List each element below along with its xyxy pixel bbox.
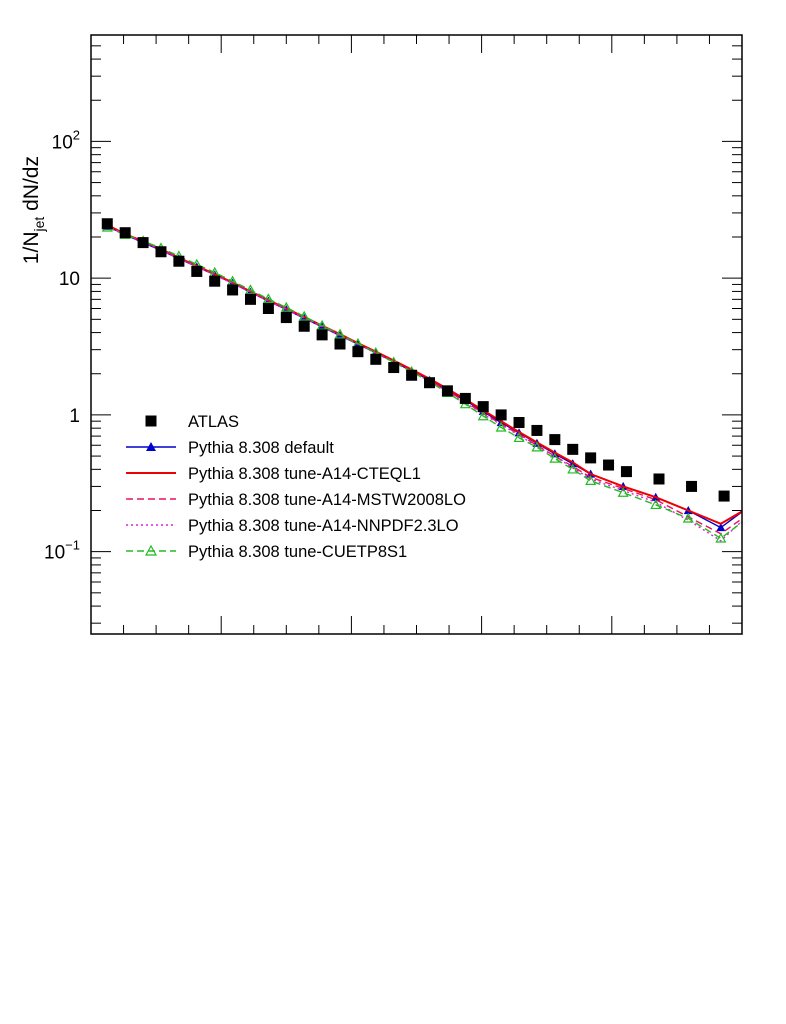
data-point <box>682 512 694 523</box>
y-tick-label-base: 10 <box>52 132 73 153</box>
data-point <box>298 320 310 332</box>
data-point <box>406 369 418 381</box>
plot-frame <box>90 34 743 635</box>
data-point <box>650 499 662 510</box>
data-point <box>459 392 471 404</box>
data-point <box>298 310 310 321</box>
data-point <box>388 362 400 374</box>
data-point <box>137 237 149 249</box>
legend-label: Pythia 8.308 tune-A14-CTEQL1 <box>188 465 421 483</box>
data-point <box>549 434 561 446</box>
data-point <box>101 218 113 230</box>
legend-item: Pythia 8.308 tune-A14-NNPDF2.3LO <box>126 517 459 535</box>
data-point <box>477 401 489 413</box>
legend-label: Pythia 8.308 tune-CUETP8S1 <box>188 543 407 561</box>
data-point <box>244 293 256 305</box>
data-point <box>749 499 758 507</box>
data-point <box>513 417 525 429</box>
y-axis-label-tail: dN/dz <box>20 156 43 217</box>
data-point <box>262 293 274 304</box>
legend-label: ATLAS <box>188 413 239 431</box>
y-tick-label: 10−1 <box>44 538 80 564</box>
data-point <box>531 424 543 436</box>
data-point <box>144 544 158 556</box>
data-point <box>585 452 597 464</box>
data-point <box>316 329 328 341</box>
series-line <box>106 224 742 535</box>
data-point <box>617 486 629 497</box>
series-3 <box>106 224 742 535</box>
legend-item: Pythia 8.308 default <box>126 439 334 457</box>
y-tick-label-exp: 2 <box>73 127 80 142</box>
legend-item: Pythia 8.308 tune-CUETP8S1 <box>126 543 407 561</box>
data-point <box>441 385 453 397</box>
data-point <box>603 459 615 471</box>
legend-item: Pythia 8.308 tune-A14-CTEQL1 <box>126 465 421 483</box>
data-point <box>209 275 221 287</box>
axes-ticks <box>91 34 742 634</box>
data-point <box>145 415 157 427</box>
data-point <box>280 301 292 312</box>
y-tick-label: 1 <box>69 406 80 427</box>
y-tick-label: 10 <box>59 269 80 290</box>
data-point <box>620 466 632 478</box>
data-point <box>549 452 561 463</box>
y-tick-label-exp: −1 <box>65 538 80 553</box>
data-point <box>424 377 436 389</box>
data-point <box>146 442 156 451</box>
data-point <box>715 532 727 543</box>
data-point <box>119 227 131 239</box>
legend-label: Pythia 8.308 tune-A14-NNPDF2.3LO <box>188 517 459 535</box>
data-point <box>352 346 364 358</box>
series-line <box>106 225 742 542</box>
data-point <box>513 432 525 443</box>
data-point <box>227 284 239 296</box>
data-point <box>686 480 698 492</box>
data-point <box>531 441 543 452</box>
data-point <box>749 509 758 517</box>
data-point <box>751 502 762 513</box>
series-0 <box>101 218 762 513</box>
legend-item: ATLAS <box>145 413 239 431</box>
y-tick-label: 102 <box>52 127 80 153</box>
legend-item: Pythia 8.308 tune-A14-MSTW2008LO <box>126 491 466 509</box>
data-point <box>316 319 328 330</box>
series-layer <box>101 218 762 543</box>
data-point <box>716 523 726 532</box>
data-point <box>280 312 292 324</box>
y-axis-label-sub: jet <box>31 217 47 233</box>
data-point <box>191 265 203 277</box>
data-point <box>495 421 507 432</box>
data-point <box>567 443 579 455</box>
data-point <box>495 409 507 421</box>
y-axis-label-main: 1/N <box>20 232 43 265</box>
series-line <box>107 226 742 540</box>
legend-label: Pythia 8.308 tune-A14-MSTW2008LO <box>188 491 466 509</box>
data-point <box>173 255 185 267</box>
legend-label: Pythia 8.308 default <box>188 439 334 457</box>
data-point <box>334 338 346 350</box>
y-axis-label: 1/Njet dN/dz <box>20 156 47 264</box>
data-point <box>653 473 665 485</box>
data-point <box>244 284 257 295</box>
series-4 <box>106 225 742 542</box>
data-point <box>262 303 274 315</box>
data-point <box>477 410 489 421</box>
data-point <box>334 328 346 339</box>
data-point <box>155 246 167 258</box>
data-point <box>718 490 730 502</box>
data-point <box>370 353 382 365</box>
data-point <box>567 463 579 474</box>
y-tick-label-base: 10 <box>44 543 65 564</box>
legend: ATLAS Pythia 8.308 default Pythia 8.308 tu… <box>126 413 466 561</box>
data-point <box>585 475 597 485</box>
